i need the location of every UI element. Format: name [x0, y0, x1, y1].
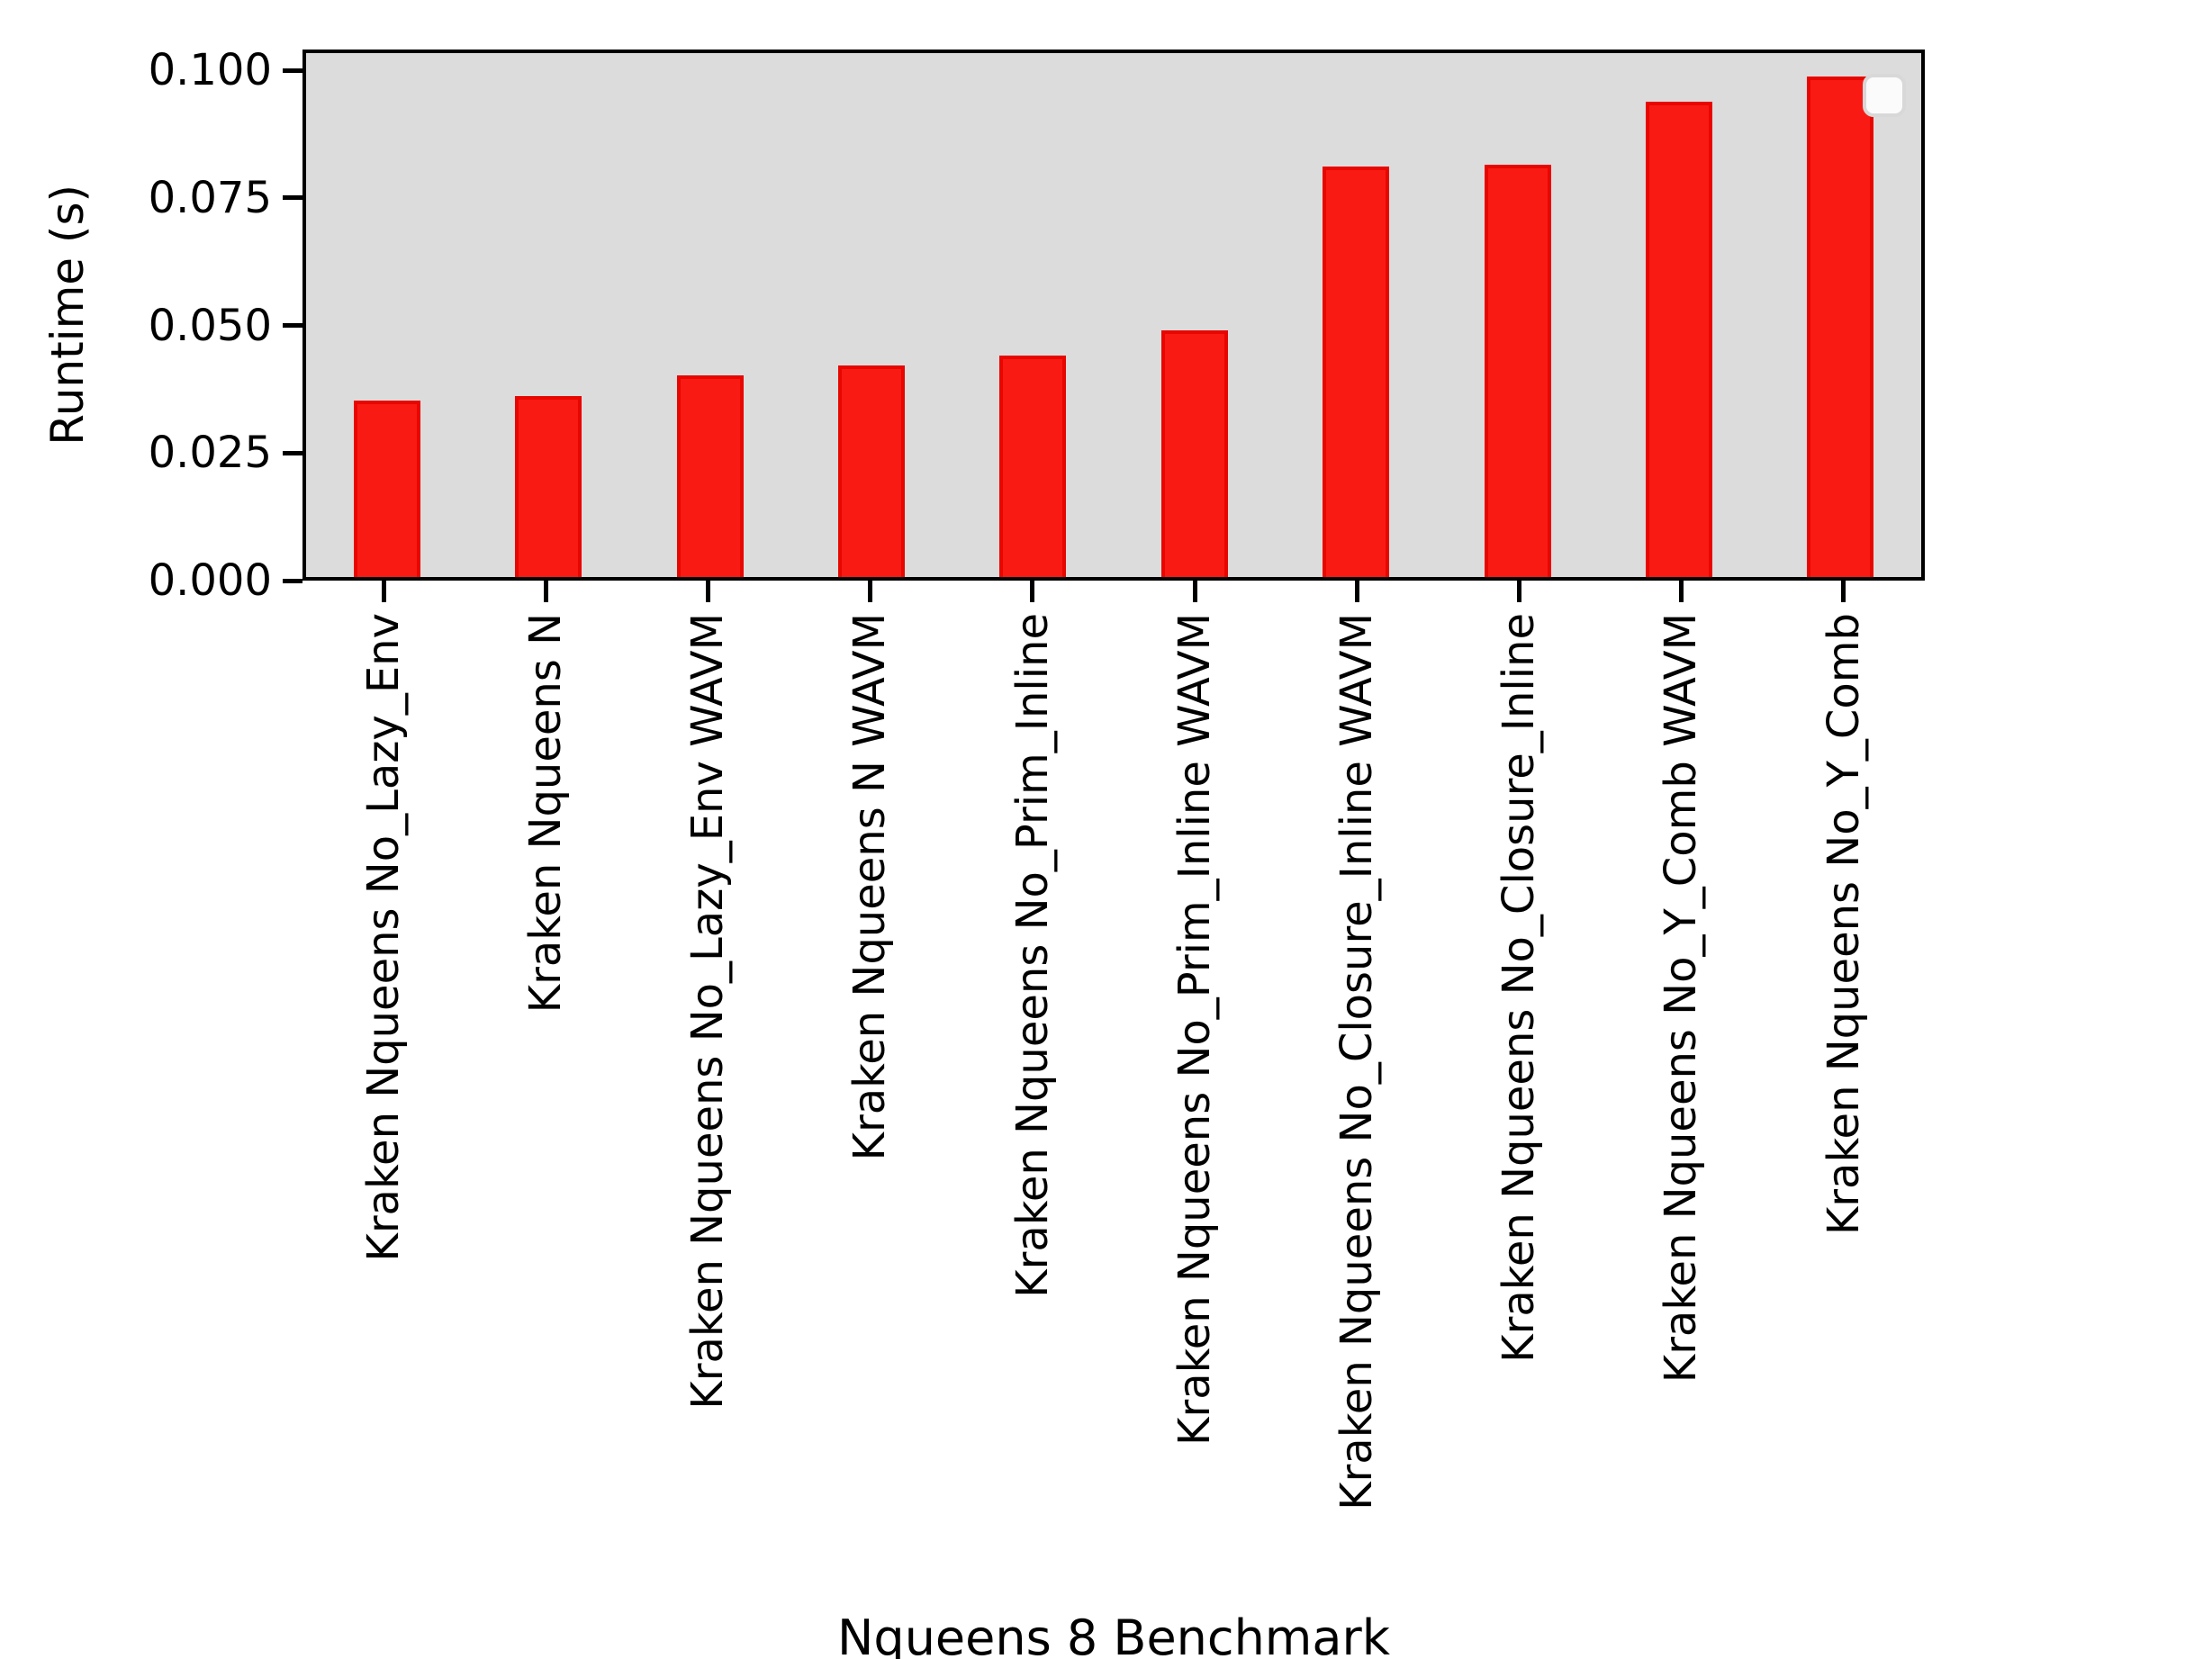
- bar-slot: [1437, 53, 1598, 577]
- x-tick-slot: Kraken Nqueens No_Y_Comb WAVM: [1601, 581, 1763, 1383]
- x-tick-label: Kraken Nqueens No_Y_Comb: [1818, 613, 1869, 1236]
- x-tick-slot: Kraken Nqueens No_Prim_Inline WAVM: [1114, 581, 1276, 1446]
- bar-slot: [467, 53, 628, 577]
- y-tick-mark: [283, 578, 302, 583]
- x-tick-mark: [1192, 581, 1197, 602]
- y-axis-ticks: 0.100 0.075 0.050 0.025 0.000: [0, 49, 302, 602]
- x-tick-label: Kraken Nqueens N WAVM: [844, 613, 896, 1161]
- x-tick-label: Kraken Nqueens No_Closure_Inline: [1494, 613, 1545, 1363]
- bar-7: [1323, 167, 1390, 577]
- bar-slot: [306, 53, 467, 577]
- x-tick-mark: [381, 581, 386, 602]
- x-tick-mark: [706, 581, 710, 602]
- y-tick: 0.025: [149, 431, 302, 474]
- x-tick-slot: Kraken Nqueens No_Prim_Inline: [952, 581, 1114, 1298]
- bar-2: [515, 395, 582, 577]
- bar-5: [999, 356, 1067, 577]
- x-tick-mark: [543, 581, 548, 602]
- x-tick-mark: [868, 581, 873, 602]
- x-tick-slot: Kraken Nqueens No_Closure_Inline: [1438, 581, 1600, 1363]
- bar-slot: [1275, 53, 1436, 577]
- x-axis-ticks: Kraken Nqueens No_Lazy_Env Kraken Nqueens…: [302, 581, 1925, 1510]
- y-tick-mark: [283, 450, 302, 455]
- y-tick-label: 0.100: [148, 45, 272, 96]
- y-tick-mark: [283, 323, 302, 329]
- x-tick-mark: [1679, 581, 1684, 602]
- y-tick-label: 0.050: [148, 300, 272, 351]
- x-tick-slot: Kraken Nqueens N: [465, 581, 627, 1013]
- x-tick-label: Kraken Nqueens No_Prim_Inline WAVM: [1169, 613, 1220, 1446]
- y-tick-label: 0.000: [148, 555, 272, 606]
- bar-slot: [790, 53, 952, 577]
- x-tick-mark: [1030, 581, 1035, 602]
- bar-10: [1807, 76, 1874, 577]
- bar-9: [1645, 101, 1712, 577]
- x-tick-label: Kraken Nqueens No_Lazy_Env: [357, 613, 409, 1262]
- x-tick-slot: Kraken Nqueens N WAVM: [790, 581, 952, 1160]
- y-tick: 0.075: [149, 176, 302, 220]
- x-axis-title: Nqueens 8 Benchmark: [837, 1609, 1390, 1659]
- bar-3: [676, 375, 744, 577]
- legend-box: [1863, 74, 1906, 117]
- y-tick-mark: [283, 195, 302, 201]
- x-tick-label: Kraken Nqueens N: [519, 613, 571, 1014]
- x-tick-label: Kraken Nqueens No_Y_Comb WAVM: [1656, 613, 1707, 1384]
- x-tick-mark: [1517, 581, 1522, 602]
- bar-slot: [1760, 53, 1921, 577]
- y-tick-mark: [283, 68, 302, 73]
- bar-4: [837, 365, 905, 577]
- x-tick-label: Kraken Nqueens No_Closure_Inline WAVM: [1331, 613, 1382, 1510]
- x-tick-slot: Kraken Nqueens No_Lazy_Env WAVM: [627, 581, 789, 1410]
- y-tick: 0.000: [149, 559, 302, 602]
- y-tick-label: 0.075: [148, 172, 272, 223]
- bars-container: [306, 53, 1921, 577]
- y-tick-label: 0.025: [148, 428, 272, 479]
- x-tick-mark: [1354, 581, 1359, 602]
- y-tick: 0.100: [149, 49, 302, 92]
- x-tick-label: Kraken Nqueens No_Lazy_Env WAVM: [682, 613, 734, 1410]
- x-tick-slot: Kraken Nqueens No_Y_Comb: [1763, 581, 1925, 1235]
- bar-slot: [629, 53, 790, 577]
- bar-8: [1484, 164, 1551, 577]
- bar-1: [353, 401, 420, 577]
- x-tick-slot: Kraken Nqueens No_Lazy_Env: [302, 581, 465, 1262]
- plot-area: [302, 50, 1925, 581]
- x-tick-label: Kraken Nqueens No_Prim_Inline: [1007, 613, 1058, 1298]
- y-tick: 0.050: [149, 304, 302, 347]
- bar-slot: [1114, 53, 1275, 577]
- bar-slot: [1598, 53, 1759, 577]
- bar-slot: [953, 53, 1114, 577]
- x-tick-slot: Kraken Nqueens No_Closure_Inline WAVM: [1276, 581, 1438, 1510]
- bar-6: [1160, 330, 1228, 577]
- x-tick-mark: [1841, 581, 1846, 602]
